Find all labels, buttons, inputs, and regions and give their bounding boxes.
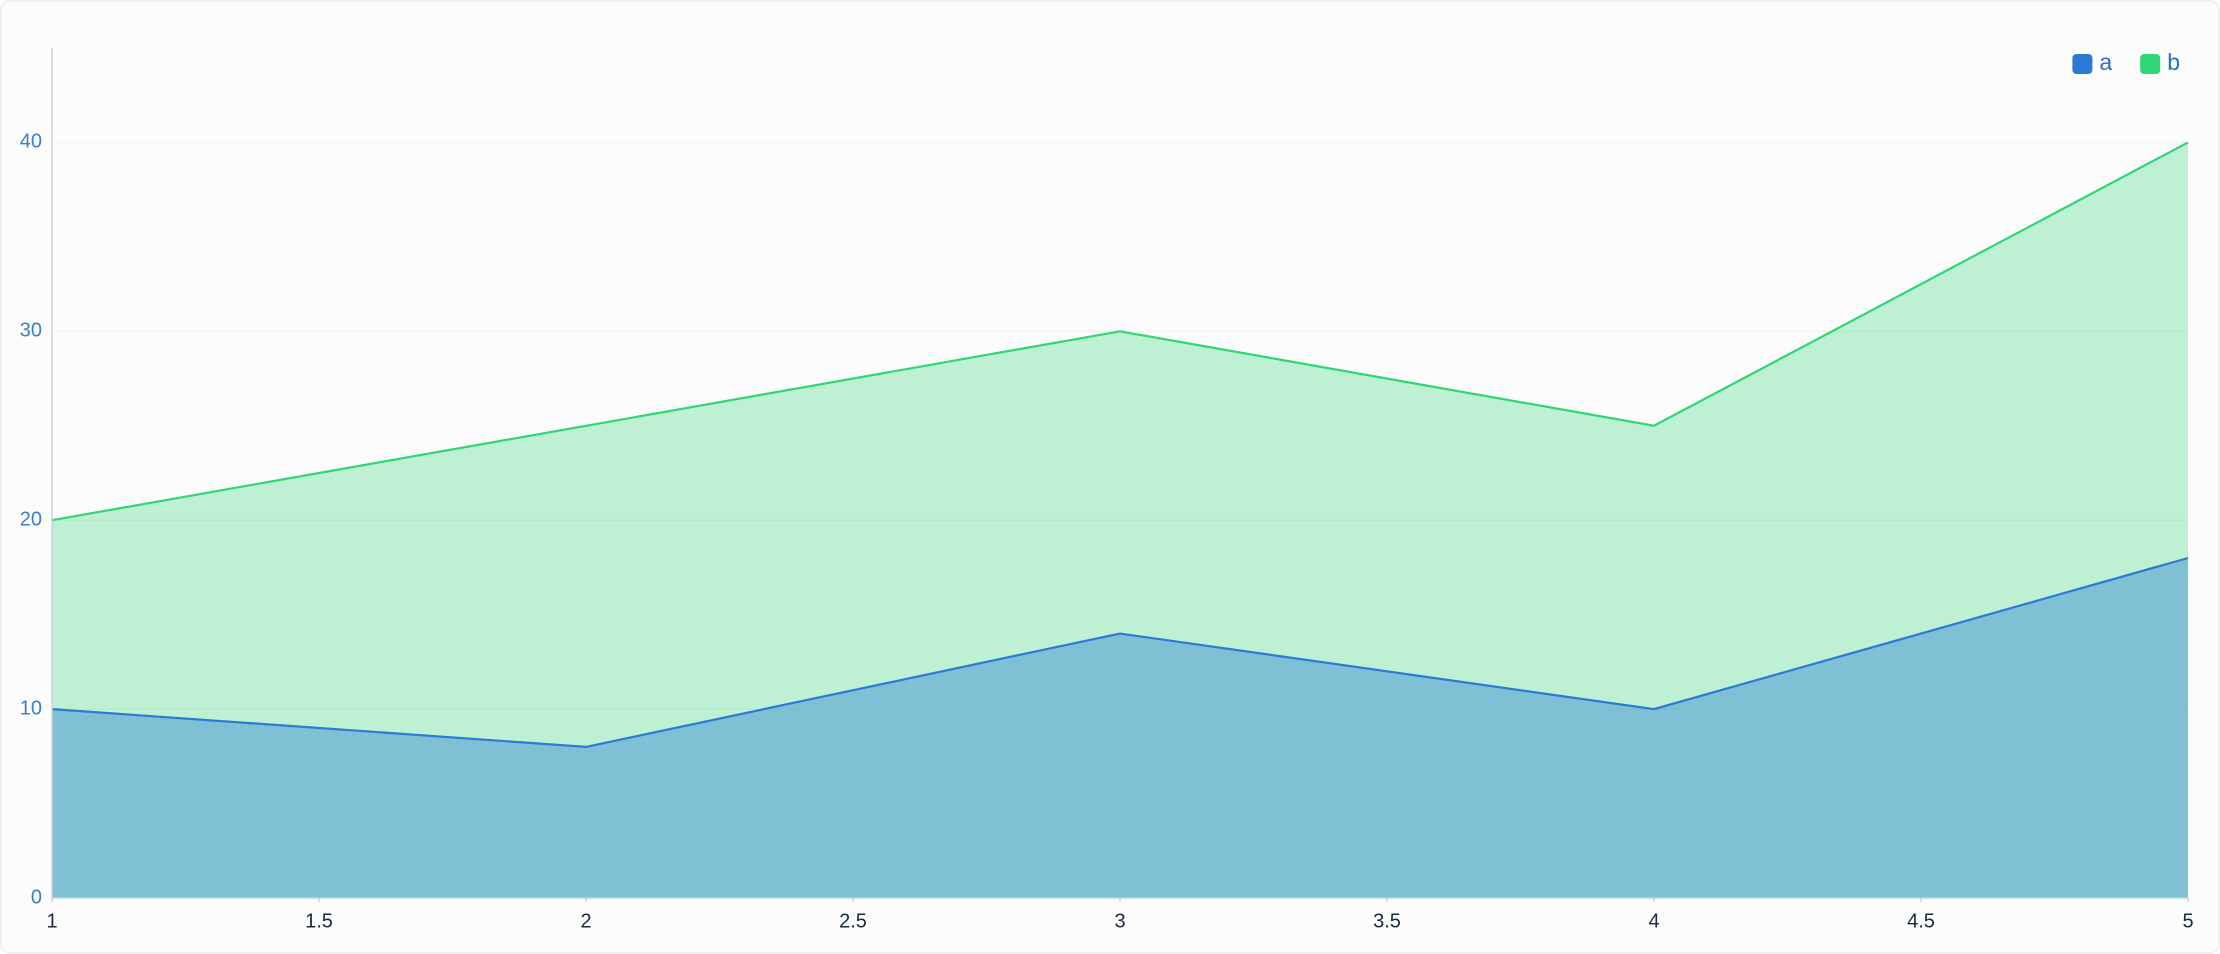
y-tick-label: 20: [20, 509, 42, 531]
x-tick-label: 1.5: [305, 910, 333, 932]
x-tick-label: 4: [1648, 910, 1659, 932]
x-tick-label: 3: [1114, 910, 1125, 932]
x-tick-label: 3.5: [1373, 910, 1401, 932]
y-tick-label: 30: [20, 320, 42, 342]
x-tick-label: 2: [580, 910, 591, 932]
line: [51, 141, 2189, 522]
legend-swatch[interactable]: [2140, 54, 2161, 74]
y-tick-label: 10: [20, 697, 42, 719]
legend-label[interactable]: b: [2167, 49, 2180, 75]
legend-label[interactable]: a: [2099, 49, 2112, 75]
x-tick-label: 5: [2182, 910, 2193, 932]
line: [51, 556, 2189, 748]
y-tick-label: 0: [31, 886, 42, 908]
x-tick-label: 1: [46, 910, 57, 932]
x-tick-label: 2.5: [839, 910, 867, 932]
y-tick-label: 40: [20, 131, 42, 153]
x-tick-label: 4.5: [1907, 910, 1935, 932]
legend-swatch[interactable]: [2072, 54, 2093, 74]
area: [52, 558, 2188, 898]
